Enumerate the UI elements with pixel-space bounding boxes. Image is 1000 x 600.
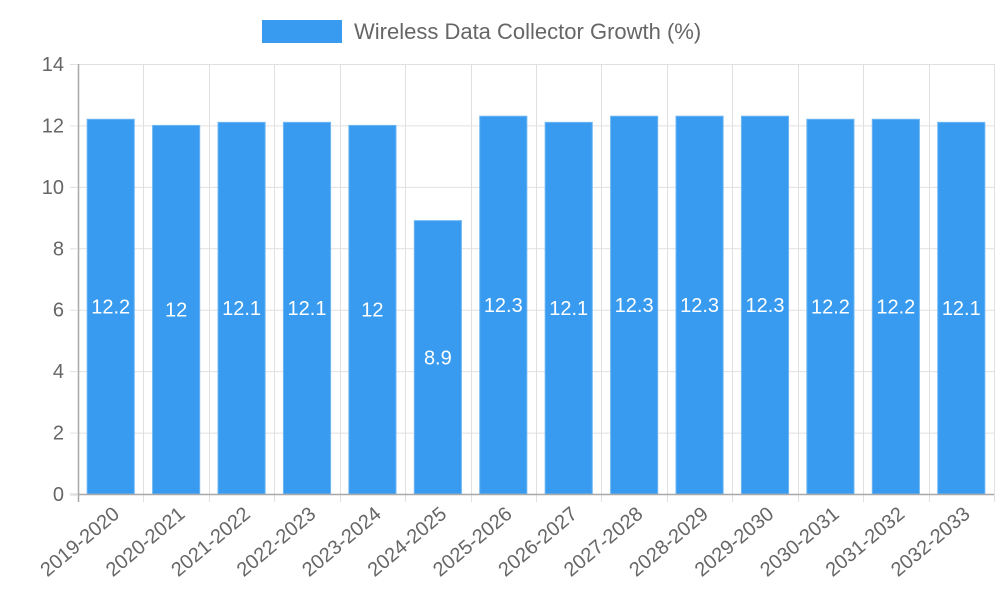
- data-label: 12: [361, 300, 383, 322]
- bar: [413, 220, 462, 495]
- data-label: 12.1: [942, 298, 981, 320]
- bar: [86, 118, 135, 495]
- data-label: 12.1: [222, 298, 261, 320]
- bar: [282, 121, 332, 495]
- bar: [937, 121, 986, 495]
- y-tick-label: 6: [53, 300, 64, 322]
- data-label: 12.3: [615, 295, 654, 317]
- bar: [152, 124, 201, 495]
- gridlines: [78, 64, 995, 502]
- data-label: 12: [165, 300, 187, 322]
- bar: [610, 115, 659, 495]
- bar: [348, 124, 397, 495]
- data-label: 12.1: [288, 298, 327, 320]
- data-label: 12.3: [484, 295, 523, 317]
- data-label: 12.1: [549, 298, 588, 320]
- data-label: 12.2: [91, 297, 130, 319]
- y-tick-label: 4: [53, 361, 64, 383]
- data-label: 12.3: [680, 295, 719, 317]
- data-label: 8.9: [424, 347, 452, 369]
- bar: [479, 115, 528, 495]
- y-tick-label: 10: [42, 177, 64, 199]
- bar: [806, 118, 855, 495]
- y-tick-label: 2: [53, 423, 64, 445]
- data-label: 12.2: [811, 297, 850, 319]
- bar: [740, 115, 790, 495]
- bar: [217, 121, 266, 495]
- data-label: 12.2: [876, 297, 915, 319]
- bar: [675, 115, 724, 495]
- x-axis-ticks: 2019-20202020-20212021-20222022-20232023…: [37, 503, 975, 581]
- data-labels: 12.2 12 12.1 12.1 12 8.9 12.3 12.1 12.3 12.3 12.3 1…: [91, 295, 981, 369]
- legend-swatch[interactable]: [262, 20, 342, 43]
- y-tick-label: 8: [53, 238, 64, 260]
- legend-label[interactable]: Wireless Data Collector Growth (%): [354, 19, 702, 44]
- y-tick-label: 0: [53, 484, 64, 506]
- y-tick-label: 12: [42, 115, 64, 137]
- data-label: 12.3: [746, 295, 785, 317]
- y-axis-ticks: 0 2 4 6 8 10 12 14: [42, 54, 78, 506]
- bar: [871, 118, 920, 495]
- axes: [70, 64, 994, 502]
- bars: [86, 115, 986, 495]
- y-tick-label: 14: [42, 54, 64, 76]
